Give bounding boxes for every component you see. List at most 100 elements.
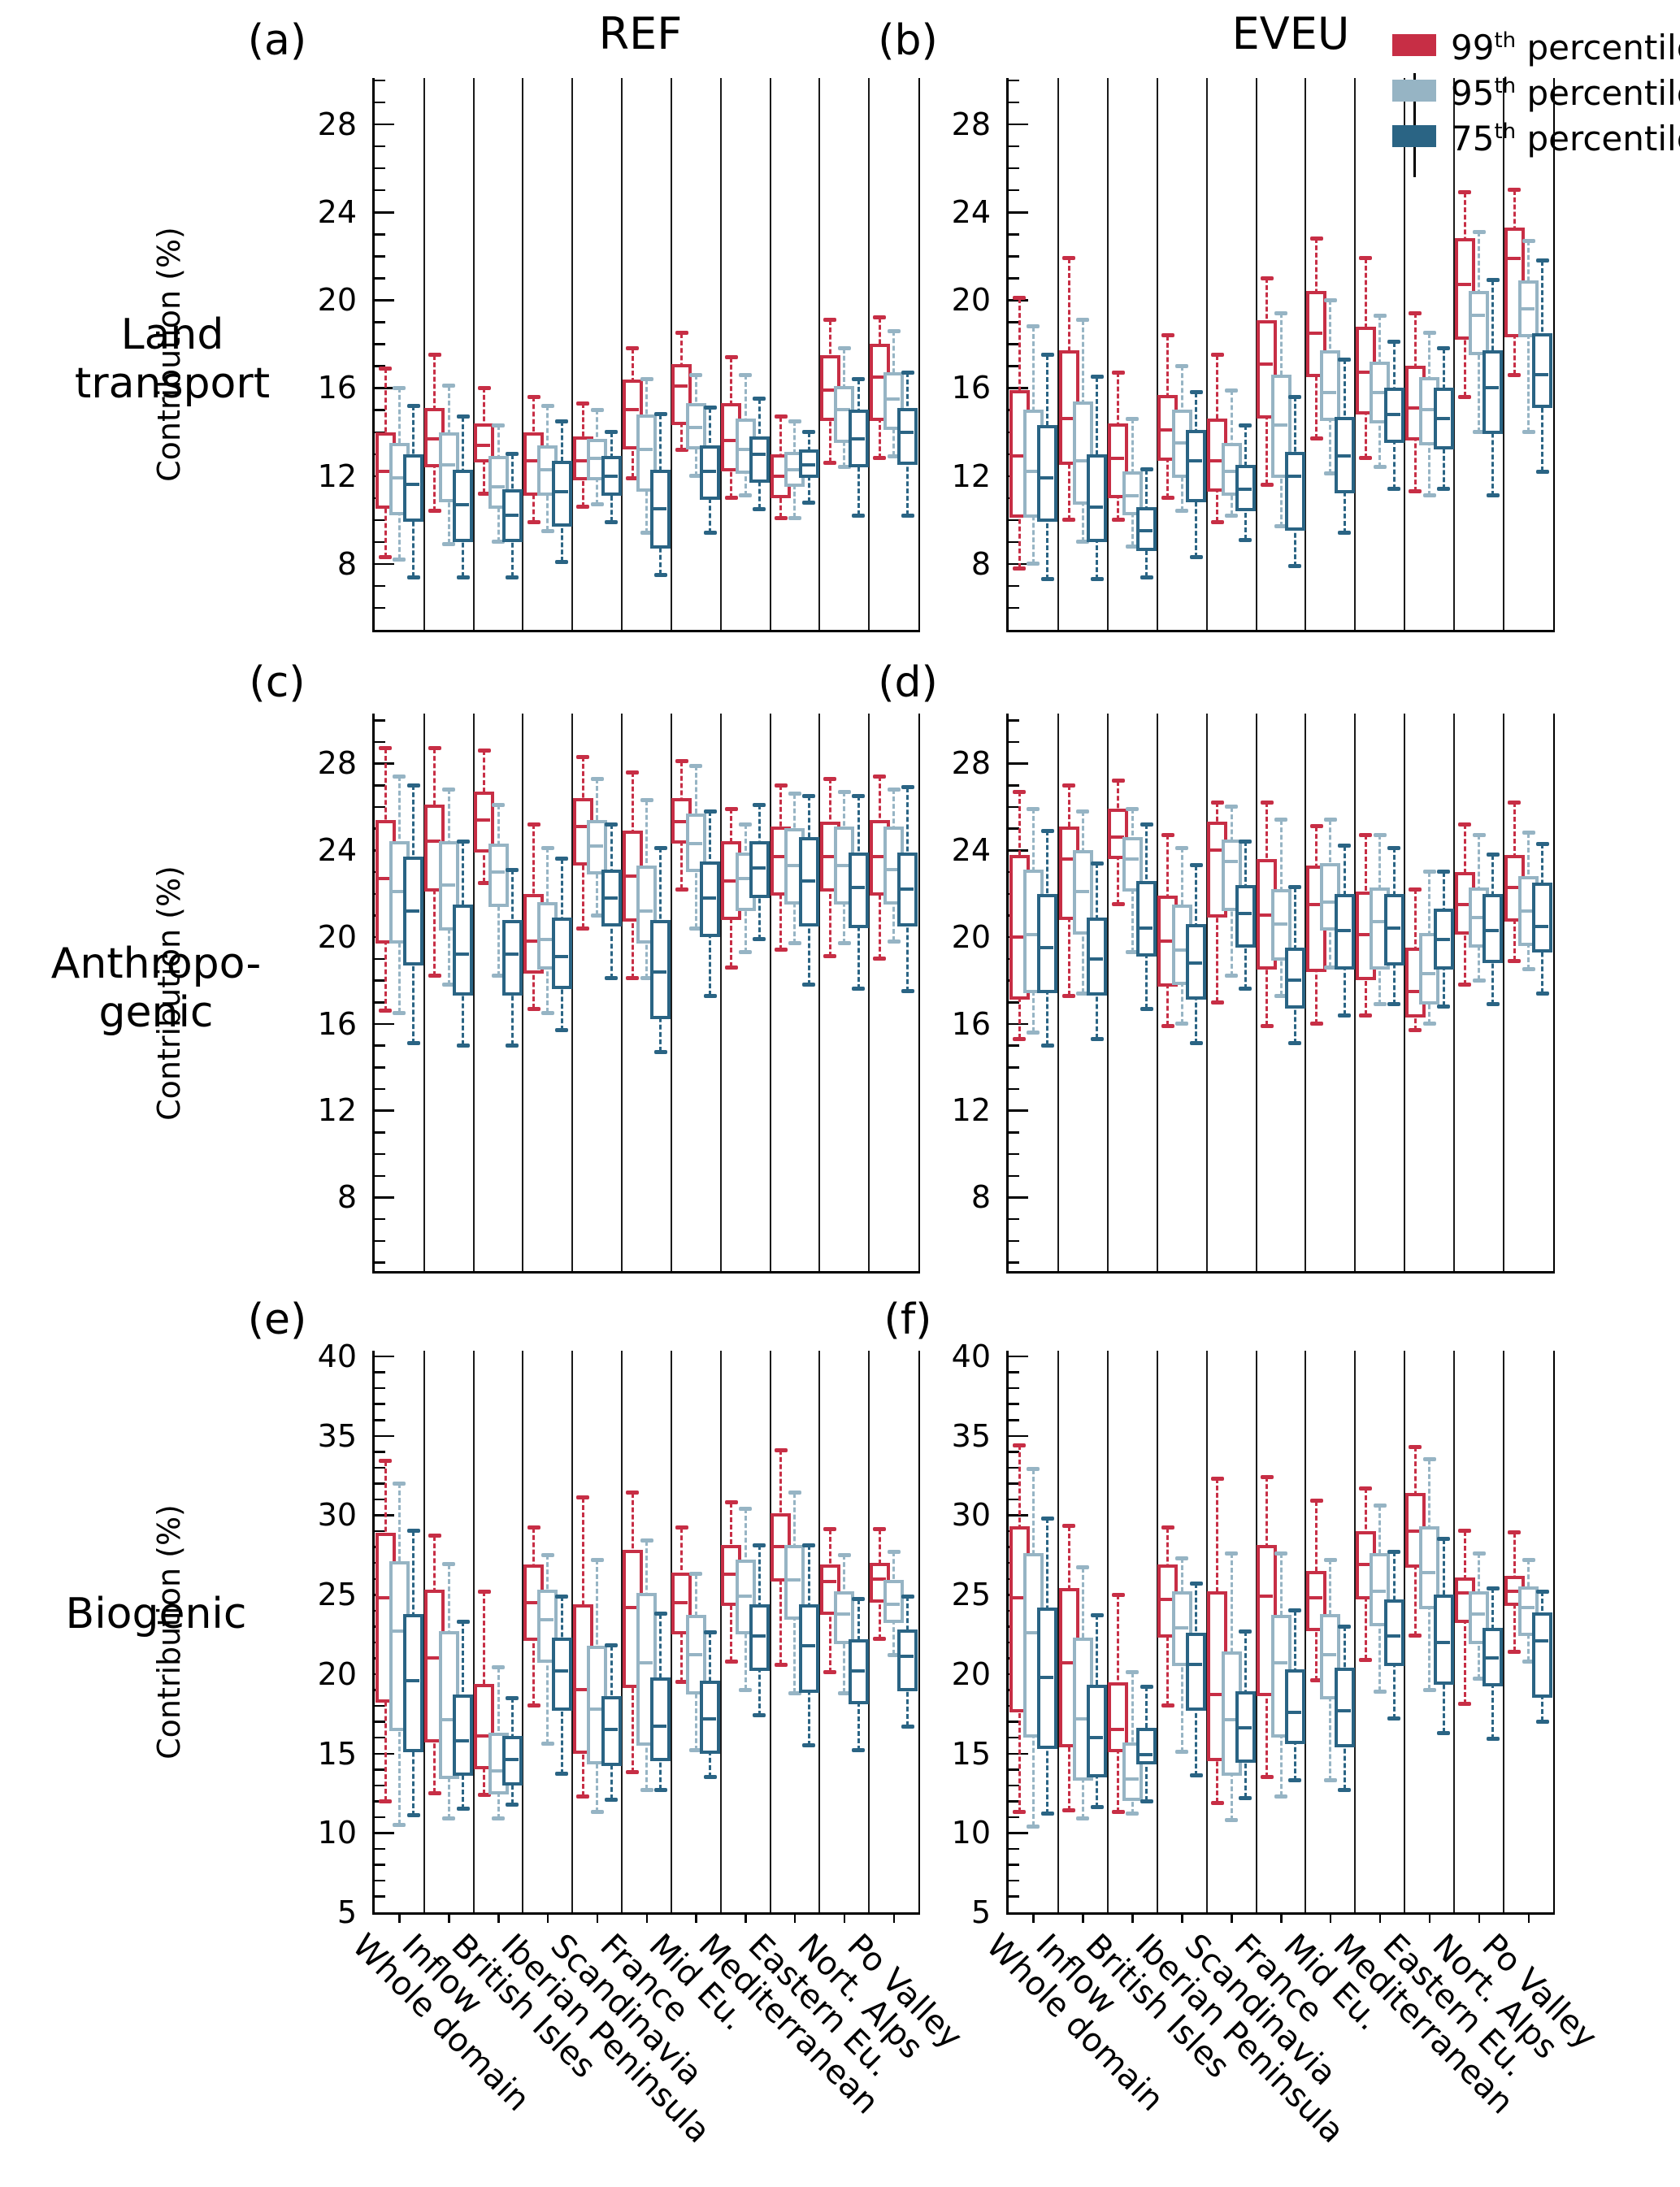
whisker-cap-bottom-p95	[492, 540, 506, 545]
whisker-cap-top-p95	[1472, 832, 1486, 837]
y-axis-spine	[372, 714, 375, 1274]
whisker-cap-top-p75	[852, 793, 866, 798]
region-separator	[621, 714, 623, 1271]
right-spine	[1553, 1351, 1555, 1915]
legend-swatch-75th-icon	[1392, 125, 1436, 147]
y-minor-tick	[1009, 1482, 1019, 1485]
region-separator	[522, 1351, 524, 1912]
median-p99	[1061, 857, 1075, 861]
whisker-cap-bottom-p99	[1359, 1657, 1373, 1662]
whisker-cap-top-p75	[1189, 863, 1203, 868]
whisker-cap-bottom-p75	[1040, 1043, 1054, 1048]
median-p75	[1436, 417, 1450, 421]
whisker-cap-bottom-p75	[1437, 487, 1451, 492]
whisker-cap-top-p75	[1090, 375, 1104, 380]
row-label-line: Land	[120, 310, 224, 359]
box-p75	[1433, 1595, 1454, 1686]
x-tick	[1378, 1915, 1382, 1923]
box-p99	[819, 1564, 840, 1616]
y-tick-label: 25	[951, 1577, 991, 1613]
whisker-cap-bottom-p75	[901, 513, 914, 518]
whisker-cap-bottom-p75	[703, 1775, 717, 1780]
y-minor-tick	[375, 1371, 385, 1373]
whisker-cap-bottom-p95	[393, 557, 406, 562]
median-p95	[1323, 900, 1337, 905]
y-minor-tick	[1009, 1419, 1019, 1421]
median-p95	[1174, 1626, 1188, 1630]
whisker-cap-bottom-p75	[852, 987, 866, 992]
whisker-cap-top-p99	[626, 770, 640, 775]
whisker-cap-bottom-p75	[653, 1787, 667, 1792]
whisker-cap-top-p99	[477, 1589, 491, 1594]
median-p99	[378, 1595, 392, 1599]
box-p75	[1482, 893, 1504, 963]
y-minor-tick	[375, 519, 385, 522]
median-p99	[1309, 902, 1323, 906]
whisker-cap-bottom-p99	[428, 509, 441, 514]
region-separator	[1304, 1351, 1307, 1912]
median-p99	[872, 855, 886, 859]
median-p75	[1189, 1663, 1203, 1667]
whisker-cap-top-p75	[653, 412, 667, 417]
region-separator	[522, 78, 524, 630]
median-p99	[675, 820, 688, 824]
median-p99	[724, 879, 738, 883]
whisker-cap-top-p95	[442, 384, 456, 388]
whisker-cap-bottom-p95	[1126, 1812, 1140, 1816]
whisker-cap-top-p75	[1040, 828, 1054, 833]
whisker-cap-top-p75	[506, 867, 519, 872]
whisker-cap-bottom-p99	[823, 1670, 837, 1675]
y-minor-tick	[375, 1044, 385, 1047]
whisker-cap-top-p75	[1387, 1549, 1401, 1554]
median-p75	[1287, 979, 1301, 983]
whisker-cap-top-p75	[406, 1529, 420, 1534]
whisker-cap-top-p75	[1288, 394, 1302, 399]
whisker-cap-top-p95	[887, 328, 901, 333]
whisker-cap-top-p95	[887, 787, 901, 792]
whisker-cap-top-p75	[753, 1543, 766, 1547]
whisker-cap-bottom-p99	[626, 976, 640, 981]
median-p75	[1486, 386, 1500, 390]
median-p99	[724, 1572, 738, 1576]
whisker-cap-top-p95	[540, 845, 554, 850]
median-p95	[392, 889, 406, 893]
y-minor-tick	[375, 1217, 385, 1221]
whisker-cap-top-p75	[852, 1597, 866, 1602]
y-major-tick	[375, 299, 394, 302]
y-minor-tick	[1009, 1847, 1019, 1851]
median-p99	[1061, 417, 1075, 421]
region-separator	[621, 78, 623, 630]
region-separator	[1453, 714, 1456, 1271]
y-tick-label: 35	[317, 1417, 357, 1454]
whisker-cap-bottom-p75	[753, 1713, 766, 1718]
row-label-line: Anthropo-	[50, 939, 262, 988]
median-p95	[1026, 470, 1040, 474]
region-separator	[1503, 1351, 1505, 1912]
whisker-cap-top-p75	[703, 406, 717, 410]
region-separator	[1156, 714, 1158, 1271]
whisker-cap-top-p95	[1126, 416, 1140, 421]
whisker-cap-bottom-p99	[428, 974, 441, 979]
whisker-cap-top-p75	[653, 1612, 667, 1616]
x-tick	[1527, 1915, 1530, 1923]
median-p99	[1012, 1595, 1026, 1599]
whisker-cap-bottom-p75	[406, 1041, 420, 1046]
median-p99	[724, 439, 738, 443]
median-p75	[1287, 1710, 1301, 1714]
region-separator	[571, 714, 574, 1271]
whisker-cap-bottom-p95	[1027, 1030, 1040, 1035]
median-p95	[540, 1618, 554, 1622]
median-p95	[688, 426, 702, 430]
whisker-cap-top-p95	[788, 419, 801, 423]
whisker-cap-top-p75	[703, 1630, 717, 1635]
whisker-cap-bottom-p95	[689, 474, 703, 479]
x-tick	[1032, 1915, 1035, 1923]
whisker-cap-bottom-p99	[774, 948, 788, 952]
whisker-cap-bottom-p99	[1062, 518, 1075, 523]
whisker-cap-bottom-p75	[1090, 1036, 1104, 1041]
y-tick-label: 16	[317, 370, 357, 406]
region-separator	[670, 714, 672, 1271]
x-tick	[744, 1915, 747, 1923]
median-p75	[1436, 937, 1450, 941]
region-separator	[670, 78, 672, 630]
